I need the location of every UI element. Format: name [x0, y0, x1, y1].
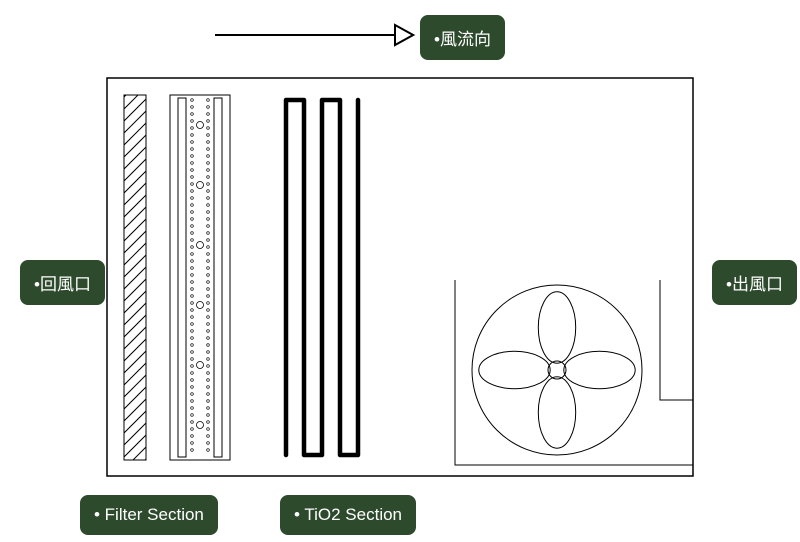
uv-dot-column-0 [191, 99, 194, 452]
airflow-arrow-head [395, 25, 413, 45]
fan-blades [479, 292, 635, 448]
fan-outer-ring [472, 285, 642, 455]
label-supply-air-outlet: •出風口 [712, 260, 797, 305]
uv-dot-column-1 [207, 99, 210, 452]
heating-coil [286, 100, 358, 455]
uv-center-circles [197, 122, 204, 429]
unit-enclosure [107, 78, 693, 476]
label-tio2-section: • TiO2 Section [280, 495, 416, 535]
air-handling-unit-diagram [0, 0, 800, 542]
uv-tube-1 [214, 98, 222, 457]
fan-housing [455, 280, 693, 465]
fan-hub [548, 361, 566, 379]
uv-panel-frame [170, 95, 230, 460]
filter-hatching [124, 51, 146, 481]
label-return-air-inlet: •回風口 [20, 260, 105, 305]
uv-tube-0 [178, 98, 186, 457]
label-air-flow-direction: •風流向 [420, 15, 505, 60]
label-filter-section: • Filter Section [80, 495, 218, 535]
